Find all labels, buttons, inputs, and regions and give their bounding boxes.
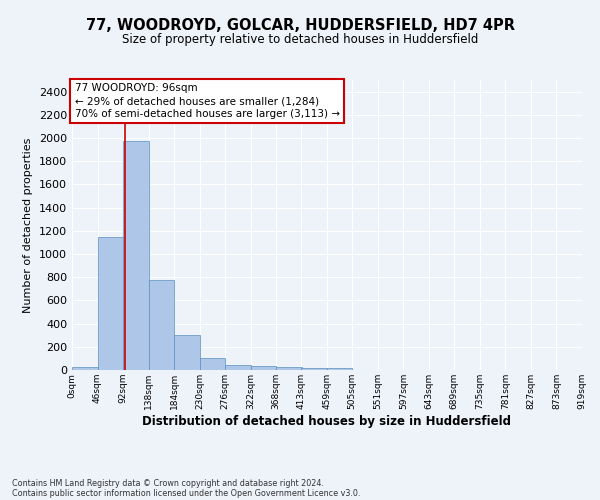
Text: Contains public sector information licensed under the Open Government Licence v3: Contains public sector information licen…	[12, 488, 361, 498]
Bar	[327, 368, 352, 370]
Bar	[200, 358, 225, 370]
Text: 77 WOODROYD: 96sqm
← 29% of detached houses are smaller (1,284)
70% of semi-deta: 77 WOODROYD: 96sqm ← 29% of detached hou…	[74, 83, 340, 120]
Bar	[276, 367, 302, 370]
Bar	[301, 368, 327, 370]
X-axis label: Distribution of detached houses by size in Huddersfield: Distribution of detached houses by size …	[143, 414, 511, 428]
Bar	[251, 366, 276, 370]
Bar	[72, 366, 98, 370]
Text: Size of property relative to detached houses in Huddersfield: Size of property relative to detached ho…	[122, 32, 478, 46]
Bar	[174, 335, 200, 370]
Bar	[98, 237, 123, 370]
Y-axis label: Number of detached properties: Number of detached properties	[23, 138, 34, 312]
Bar	[225, 366, 251, 370]
Bar	[149, 280, 174, 370]
Text: 77, WOODROYD, GOLCAR, HUDDERSFIELD, HD7 4PR: 77, WOODROYD, GOLCAR, HUDDERSFIELD, HD7 …	[86, 18, 515, 32]
Text: Contains HM Land Registry data © Crown copyright and database right 2024.: Contains HM Land Registry data © Crown c…	[12, 478, 324, 488]
Bar	[123, 142, 149, 370]
